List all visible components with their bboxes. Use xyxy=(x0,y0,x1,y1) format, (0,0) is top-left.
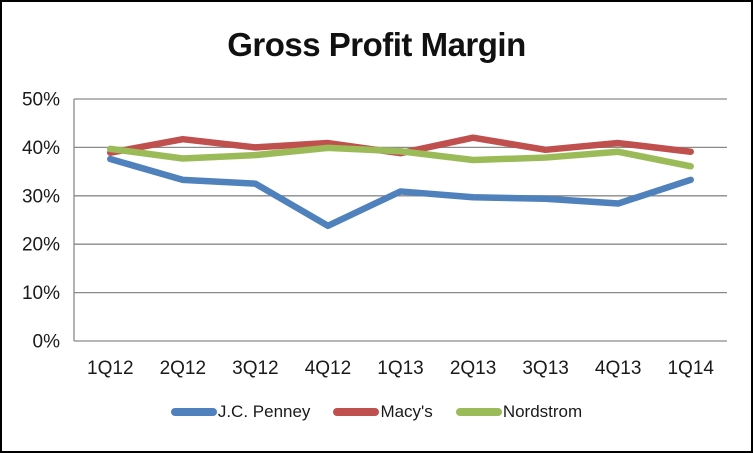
legend-swatch-j-c-penney xyxy=(170,408,217,416)
chart-title: Gross Profit Margin xyxy=(227,26,526,63)
y-axis-label: 40% xyxy=(22,138,60,159)
series-line-j-c-penney xyxy=(107,155,694,230)
y-axis-label: 0% xyxy=(33,332,61,353)
x-axis-label: 2Q13 xyxy=(450,358,496,379)
x-axis-label: 1Q13 xyxy=(377,358,423,379)
x-axis-label: 4Q12 xyxy=(305,358,351,379)
y-axis-label: 20% xyxy=(22,235,60,256)
x-axis-label: 3Q12 xyxy=(232,358,278,379)
legend-swatch-nordstrom xyxy=(455,408,502,416)
series-line-nordstrom xyxy=(107,144,694,170)
y-axis-label: 50% xyxy=(22,90,60,111)
legend-item-j-c-penney: J.C. Penney xyxy=(170,402,311,422)
legend-swatch-macy-s xyxy=(333,408,380,416)
x-axis-label: 1Q14 xyxy=(667,358,714,379)
legend: J.C. Penney Macy's Nordstrom xyxy=(2,402,751,422)
y-axis-label: 30% xyxy=(22,186,60,207)
legend-item-macy-s: Macy's xyxy=(333,402,433,422)
legend-label: J.C. Penney xyxy=(217,402,311,421)
x-axis-label: 2Q12 xyxy=(160,358,206,379)
legend-label: Macy's xyxy=(380,402,433,421)
x-axis-label: 3Q13 xyxy=(522,358,568,379)
y-axis-label: 10% xyxy=(22,283,60,304)
legend-item-nordstrom: Nordstrom xyxy=(455,402,583,422)
x-axis-label: 4Q13 xyxy=(595,358,641,379)
legend-label: Nordstrom xyxy=(502,402,583,421)
x-axis-label: 1Q12 xyxy=(87,358,133,379)
